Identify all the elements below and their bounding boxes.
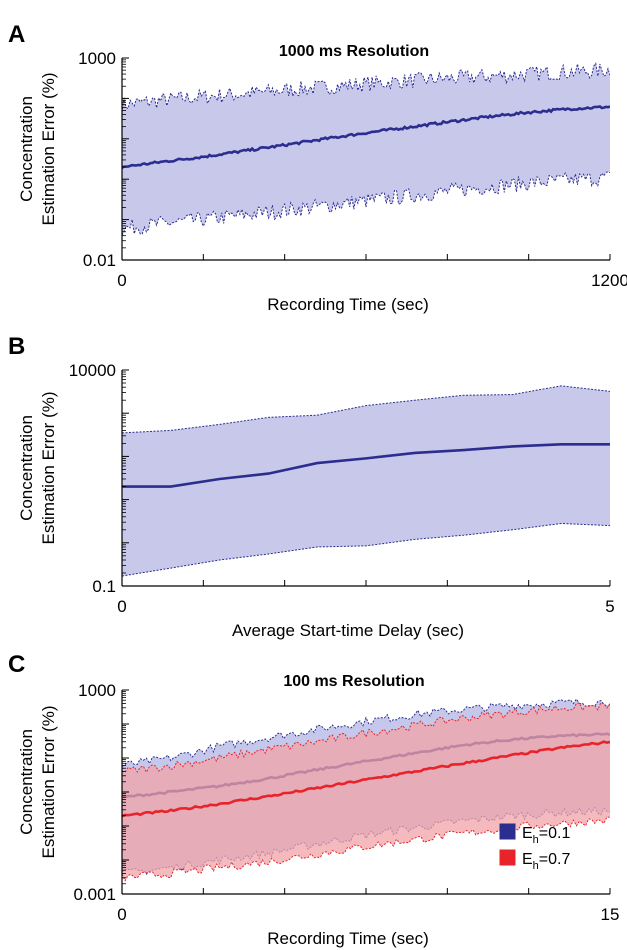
series-1-lower-bound	[122, 816, 610, 882]
series-0-lower-bound	[122, 522, 610, 577]
x-tick-label: 5	[605, 597, 614, 616]
series-0-upper-bound	[122, 62, 610, 113]
series-1-mean-line	[122, 740, 610, 818]
series-0-mean-line	[122, 443, 610, 488]
series-0-upper-bound	[122, 385, 610, 434]
chart-title: 1000 ms Resolution	[279, 43, 429, 60]
legend-swatch-1	[499, 849, 516, 866]
y-axis-label: Concentration	[17, 96, 36, 202]
chart-panel-a: 0 1200 0.01 1000 A 1000 ms Resolution Recordin…	[8, 21, 627, 314]
y-tick-label: 0.1	[92, 577, 116, 596]
plot-area	[122, 62, 610, 236]
y-axis-label: Estimation Error (%)	[39, 391, 58, 544]
y-tick-label: 1000	[78, 681, 116, 700]
x-tick-label: 0	[117, 905, 126, 924]
x-axis-label: Average Start-time Delay (sec)	[232, 621, 464, 640]
y-tick-label: 0.001	[73, 885, 116, 904]
series-0-band	[122, 385, 610, 577]
legend-label-0: Eh=0.1	[522, 825, 570, 846]
y-tick-label: 10000	[69, 361, 116, 380]
plot-area	[122, 698, 610, 882]
x-tick-label: 1200	[591, 271, 627, 290]
series-0-band	[122, 63, 610, 236]
legend-swatch-0	[499, 823, 516, 840]
y-axis-label: Estimation Error (%)	[39, 72, 58, 225]
panel-letter: A	[8, 21, 25, 48]
chart-title: 100 ms Resolution	[283, 673, 424, 690]
plot-area	[122, 385, 610, 577]
legend-label-1: Eh=0.7	[522, 851, 570, 872]
series-1-band	[122, 702, 610, 881]
y-axis-label: Concentration	[17, 729, 36, 835]
x-tick-label: 0	[117, 271, 126, 290]
chart-panel-b: 0 5 0.1 10000 B Average Start-time Delay (sec…	[8, 333, 615, 640]
chart-panel-c: 0 15 0.001 1000 C 100 ms Resolution Recording …	[8, 651, 619, 948]
y-axis-label: Estimation Error (%)	[39, 705, 58, 858]
y-tick-label: 0.01	[83, 251, 116, 270]
panel-letter: B	[8, 333, 25, 360]
series-0-lower-bound	[122, 171, 610, 236]
x-axis-label: Recording Time (sec)	[267, 295, 429, 314]
x-tick-label: 15	[601, 905, 620, 924]
series-1-upper-bound	[122, 702, 610, 774]
y-axis-label: Concentration	[17, 415, 36, 521]
x-tick-label: 0	[117, 597, 126, 616]
panel-letter: C	[8, 651, 25, 678]
y-tick-label: 1000	[78, 49, 116, 68]
series-0-mean-line	[122, 105, 610, 169]
x-axis-label: Recording Time (sec)	[267, 929, 429, 948]
series-0-upper-bound	[122, 698, 610, 767]
